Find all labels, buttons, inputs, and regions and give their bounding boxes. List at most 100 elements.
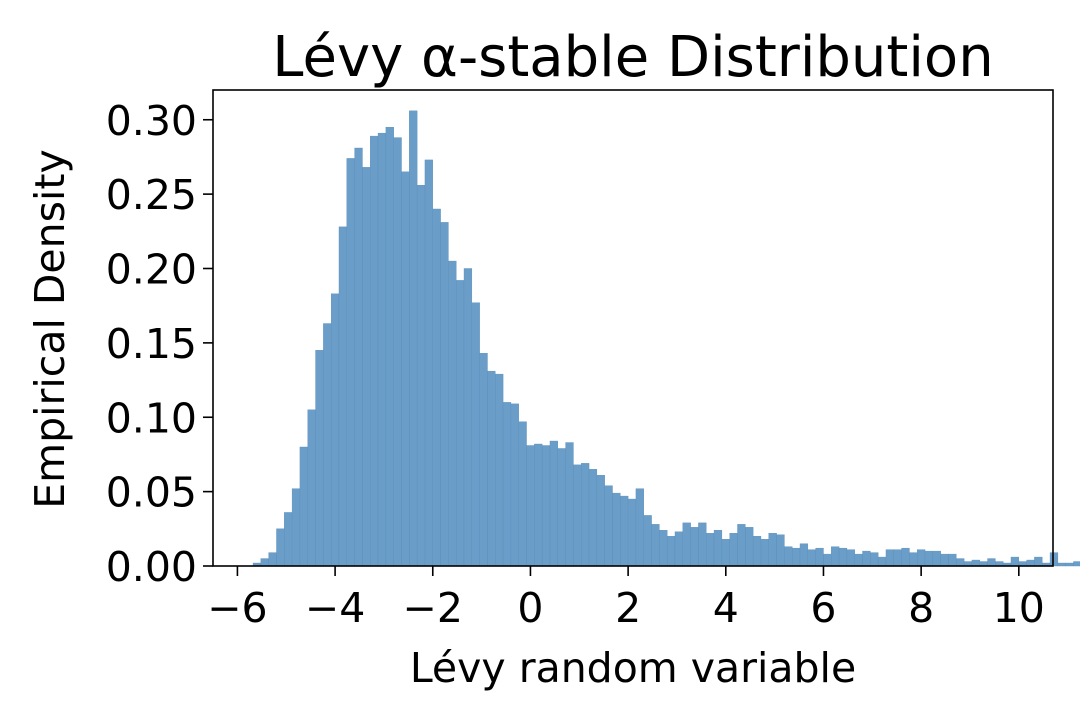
histogram-bar: [713, 530, 723, 567]
histogram-bar: [877, 556, 887, 567]
histogram-bar: [932, 550, 941, 567]
histogram-bar: [690, 527, 699, 567]
y-tick-label: 0.25: [106, 171, 197, 219]
histogram-bar: [823, 553, 832, 567]
y-tick-label: 0.15: [106, 320, 197, 368]
histogram-bar: [846, 549, 855, 567]
y-axis-ticks: 0.00 0.05 0.10 0.15 0.20 0.25 0.30: [106, 97, 213, 591]
histogram-bar: [432, 208, 441, 567]
histogram-bar: [541, 445, 551, 567]
histogram-bar: [370, 135, 379, 567]
histogram-bar: [745, 527, 754, 567]
histogram-bar: [284, 512, 293, 567]
histogram-bar: [901, 547, 910, 567]
histogram-bar: [831, 546, 840, 567]
x-tick-label: −6: [207, 584, 267, 632]
histogram-bar: [682, 522, 691, 567]
y-tick-label: 0.05: [106, 469, 197, 517]
plot-frame: [212, 89, 1054, 567]
histogram-bar: [362, 167, 371, 567]
x-tick-label: 6: [810, 584, 836, 632]
histogram-bar: [463, 268, 473, 567]
histogram-bar: [792, 547, 801, 567]
histogram-bar: [1034, 556, 1043, 567]
histogram-bar: [721, 539, 730, 567]
histogram-bar: [409, 110, 418, 567]
histogram-bar: [627, 498, 637, 567]
histogram-bar: [424, 159, 433, 567]
histogram-bar: [307, 409, 316, 567]
histogram-bar: [471, 302, 480, 567]
histogram-bar: [448, 260, 457, 567]
histogram-bar: [276, 528, 285, 567]
histogram-bar: [807, 549, 816, 567]
histogram-bar: [323, 323, 332, 567]
histogram-bar: [299, 446, 308, 567]
histogram-bar: [534, 443, 543, 567]
histogram-bar: [330, 293, 340, 567]
histogram-bar: [635, 488, 644, 567]
histogram-bar: [948, 553, 957, 567]
histogram-bar: [385, 126, 394, 567]
histogram-bar: [862, 550, 871, 567]
histogram-bar: [971, 559, 980, 567]
histogram-bar: [393, 137, 402, 567]
histogram-bar: [752, 536, 762, 567]
x-tick-label: 0: [517, 584, 543, 632]
histogram-bar: [917, 549, 926, 567]
histogram-bar: [416, 184, 426, 567]
histogram-bar: [549, 440, 558, 567]
histogram-bar: [924, 550, 934, 567]
histogram-bar: [643, 515, 652, 567]
histogram-bar: [565, 442, 574, 567]
x-tick-label: −2: [403, 584, 463, 632]
histogram-bar: [440, 222, 449, 567]
histogram-bar: [338, 226, 348, 567]
histogram-bar: [502, 402, 512, 567]
x-tick-label: 10: [993, 584, 1045, 632]
histogram-bar: [596, 475, 605, 567]
histogram-bar: [706, 533, 715, 567]
histogram-bar: [956, 558, 965, 567]
histogram-bar: [799, 543, 809, 567]
x-tick-label: 8: [908, 584, 934, 632]
histogram-bar: [1049, 552, 1059, 567]
histogram-bar: [526, 445, 535, 567]
x-tick-label: 2: [615, 584, 641, 632]
histogram-bar: [604, 485, 613, 567]
x-axis-ticks: −6 −4 −2 0 2 4 6 8 10: [207, 566, 1045, 632]
histogram-bar: [581, 463, 590, 567]
histogram-bar: [666, 536, 676, 567]
histogram-bar: [885, 549, 894, 567]
histogram-bar: [659, 530, 668, 567]
histogram-bar: [1010, 556, 1020, 567]
histogram-bar: [260, 558, 269, 567]
histogram-bar: [1065, 562, 1074, 567]
histogram-bar: [346, 158, 355, 567]
histogram-bar: [268, 552, 277, 567]
histogram-bar: [612, 492, 621, 567]
histogram-bar: [698, 522, 707, 567]
y-tick-label: 0.20: [106, 246, 197, 294]
histogram-bar: [940, 553, 949, 567]
histogram-bar: [893, 549, 902, 567]
histogram-bar: [401, 171, 410, 567]
histogram-bar: [456, 280, 465, 567]
histogram-bar: [479, 353, 488, 567]
histogram-bar: [620, 495, 629, 567]
histogram-bars: [252, 110, 1080, 567]
histogram-bar: [510, 403, 519, 567]
y-tick-label: 0.00: [106, 543, 197, 591]
y-tick-label: 0.10: [106, 394, 197, 442]
histogram-bar: [651, 524, 660, 567]
histogram-bar: [573, 464, 582, 567]
histogram-bar: [870, 552, 879, 567]
histogram-bar: [315, 350, 324, 567]
histogram-bar: [354, 147, 363, 567]
x-tick-label: −4: [305, 584, 365, 632]
histogram-bar: [987, 558, 996, 567]
histogram-bar: [768, 533, 777, 567]
histogram-bar: [674, 531, 684, 567]
histogram-bar: [1073, 561, 1080, 567]
